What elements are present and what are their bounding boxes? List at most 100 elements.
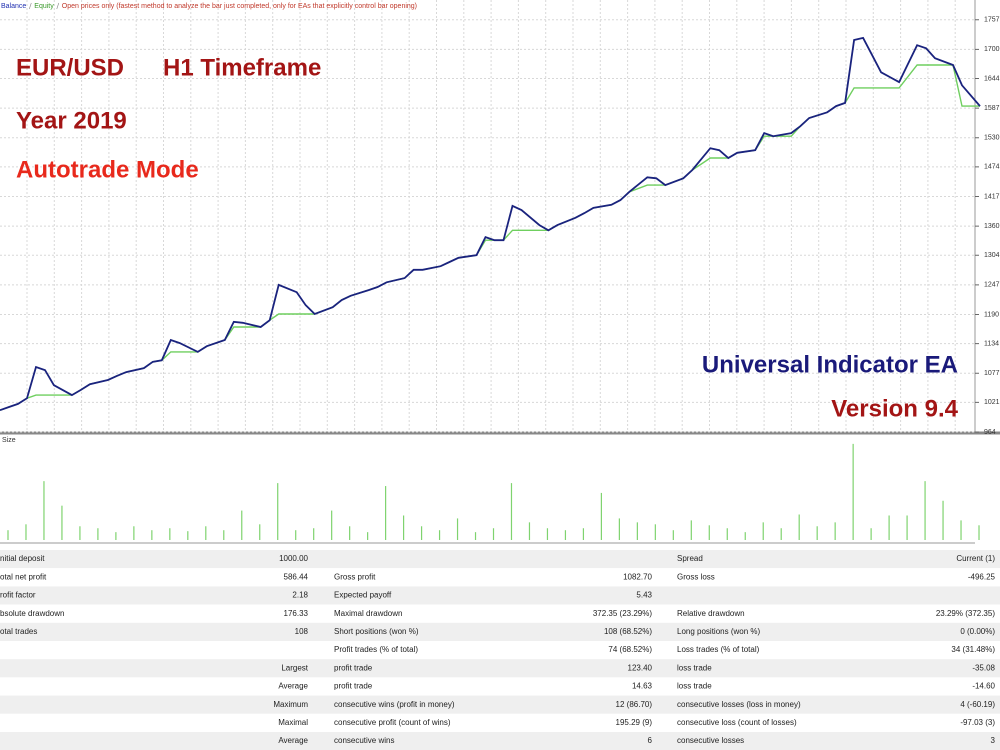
size-bar xyxy=(133,526,135,540)
size-bar xyxy=(780,528,782,540)
legend-separator xyxy=(56,2,60,10)
chart-annotation: Universal Indicator EA xyxy=(702,351,958,378)
size-bar xyxy=(708,525,710,540)
size-bar xyxy=(672,530,674,540)
size-bar xyxy=(510,483,513,540)
table-cell: Maximum xyxy=(273,700,308,709)
table-cell: consecutive profit (count of wins) xyxy=(334,718,451,727)
y-tick-label: 1190 xyxy=(984,311,999,318)
table-row xyxy=(0,695,1000,714)
size-bar xyxy=(331,510,333,540)
table-cell: 1082.70 xyxy=(623,572,652,581)
size-bar xyxy=(852,443,854,540)
table-cell: Current (1) xyxy=(956,554,995,563)
y-tick-label: 1134 xyxy=(984,340,999,347)
table-cell: -35.08 xyxy=(972,663,995,672)
legend-entry: Equity xyxy=(34,3,54,10)
table-cell: 4 (-60.19) xyxy=(960,700,995,709)
size-bar xyxy=(25,524,27,540)
y-tick-label: 1474 xyxy=(984,164,1000,171)
size-bar xyxy=(438,530,441,540)
table-cell: 6 xyxy=(648,736,653,745)
size-bar xyxy=(241,510,243,540)
table-cell: rofit factor xyxy=(0,591,36,600)
table-cell: bsolute drawdown xyxy=(0,609,64,618)
table-cell: 3 xyxy=(991,736,996,745)
table-cell: Average xyxy=(278,736,308,745)
table-cell: 0 (0.00%) xyxy=(960,627,995,636)
chart-annotation: EUR/USD xyxy=(16,54,124,81)
table-cell: 586.44 xyxy=(284,572,309,581)
size-bar xyxy=(43,481,45,540)
chart-annotation: H1 Timeframe xyxy=(163,54,321,81)
table-cell: -14.60 xyxy=(972,682,995,691)
y-tick-label: 1700 xyxy=(984,46,1000,53)
table-cell: 23.29% (372.35) xyxy=(936,609,995,618)
chart-annotation: Autotrade Mode xyxy=(16,156,199,183)
table-cell: Relative drawdown xyxy=(677,609,745,618)
table-cell: consecutive wins xyxy=(334,736,394,745)
size-bar xyxy=(888,515,890,540)
table-row xyxy=(0,732,1000,750)
table-row xyxy=(0,568,1000,587)
table-row xyxy=(0,677,1000,696)
table-cell: Largest xyxy=(281,663,308,672)
size-bar xyxy=(726,528,728,540)
table-cell: 34 (31.48%) xyxy=(951,645,995,654)
table-row xyxy=(0,713,1000,732)
size-bar xyxy=(690,520,692,540)
size-bar xyxy=(349,526,351,540)
table-cell: Short positions (won %) xyxy=(334,627,419,636)
y-tick-label: 1077 xyxy=(984,370,1000,377)
size-bar xyxy=(942,500,944,540)
size-bar xyxy=(546,528,549,540)
size-bar xyxy=(61,505,63,540)
table-cell: 74 (68.52%) xyxy=(608,645,652,654)
size-bar xyxy=(115,532,117,540)
table-cell: otal trades xyxy=(0,627,37,636)
table-cell: 123.40 xyxy=(628,663,653,672)
table-cell: Profit trades (% of total) xyxy=(334,645,418,654)
table-cell: Maximal xyxy=(278,718,308,727)
size-bar xyxy=(744,532,746,540)
table-cell: consecutive wins (profit in money) xyxy=(334,700,455,709)
table-cell: Long positions (won %) xyxy=(677,627,760,636)
size-bar xyxy=(636,522,638,540)
size-bar xyxy=(474,532,477,540)
table-row xyxy=(0,641,1000,660)
size-bar xyxy=(582,528,585,540)
table-row xyxy=(0,550,1000,569)
size-bar xyxy=(402,515,405,540)
table-cell: Loss trades (% of total) xyxy=(677,645,760,654)
table-cell: nitial deposit xyxy=(0,554,45,563)
size-bar xyxy=(79,526,81,540)
table-cell: -97.03 (3) xyxy=(960,718,995,727)
size-bar xyxy=(259,524,261,540)
table-cell: Maximal drawdown xyxy=(334,609,402,618)
size-bar xyxy=(978,525,980,540)
size-bar xyxy=(870,528,872,540)
size-bar xyxy=(277,483,279,540)
table-cell: Average xyxy=(278,682,308,691)
table-cell: 108 (68.52%) xyxy=(604,627,652,636)
legend-entry: Balance xyxy=(1,3,26,10)
size-bar xyxy=(151,530,153,540)
size-bar xyxy=(762,522,764,540)
size-bar xyxy=(798,514,800,540)
y-tick-label: 1247 xyxy=(984,282,1000,289)
table-cell: Gross loss xyxy=(677,572,715,581)
table-cell: 1000.00 xyxy=(279,554,308,563)
table-cell: 2.18 xyxy=(292,591,308,600)
legend-separator xyxy=(29,2,32,10)
y-tick-label: 1644 xyxy=(984,75,1000,82)
size-bar xyxy=(960,520,962,540)
size-bar xyxy=(97,528,99,540)
table-cell: 108 xyxy=(295,627,309,636)
y-tick-label: 1417 xyxy=(984,193,1000,200)
table-row xyxy=(0,586,1000,605)
size-bar xyxy=(564,530,567,540)
table-cell: otal net profit xyxy=(0,572,47,581)
size-bar xyxy=(7,530,9,540)
y-tick-label: 1021 xyxy=(984,399,1000,406)
